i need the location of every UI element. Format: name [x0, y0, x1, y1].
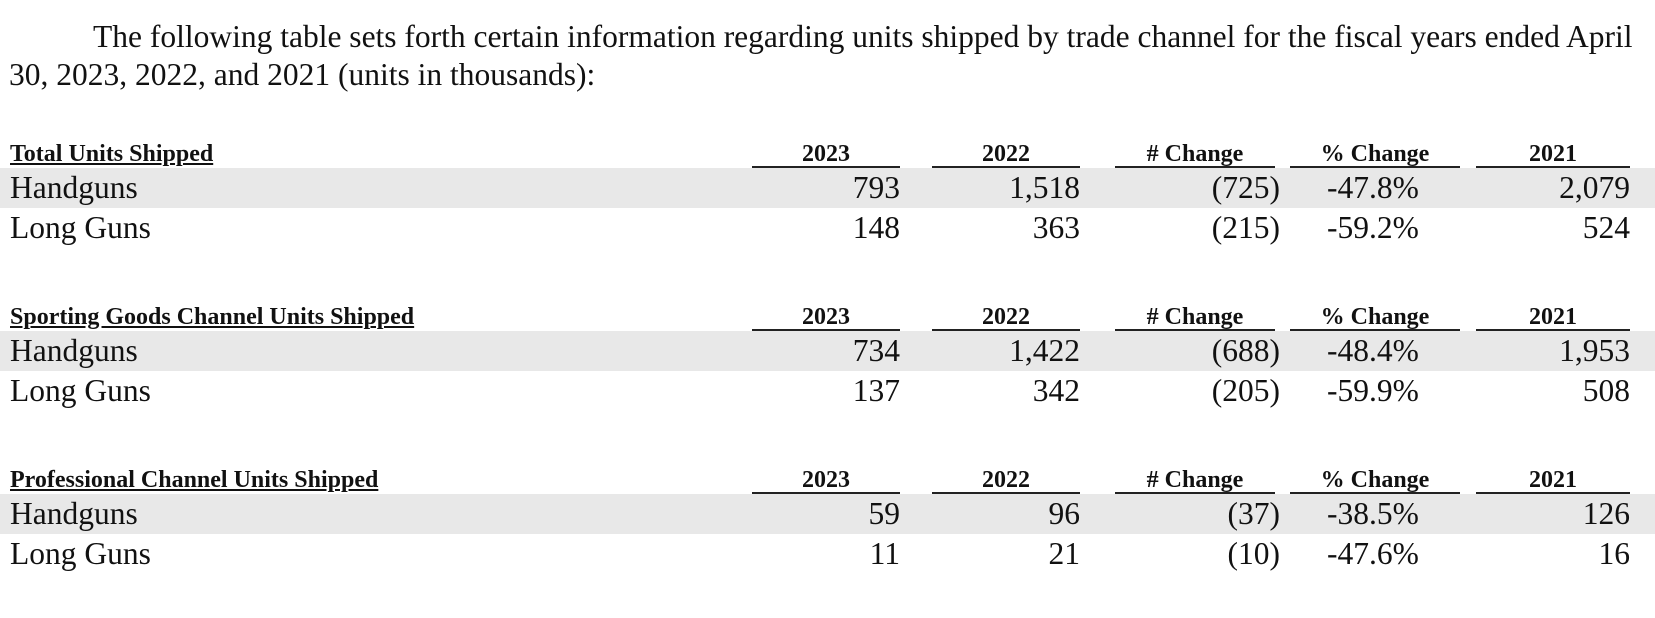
value-pct-change: -38.5%	[1327, 496, 1419, 531]
section-sporting-goods: Sporting Goods Channel Units Shipped 202…	[0, 303, 1655, 423]
value-2022: 21	[1048, 536, 1081, 571]
value-2021: 2,079	[1559, 170, 1630, 205]
value-pct-change: -59.2%	[1327, 210, 1419, 245]
table-row: Long Guns 137 342 (205) -59.9% 508	[0, 371, 1655, 411]
value-2023: 793	[852, 170, 900, 205]
table-row: Long Guns 148 363 (215) -59.2% 524	[0, 208, 1655, 248]
section-title: Professional Channel Units Shipped	[10, 467, 379, 493]
value-2021: 126	[1582, 496, 1630, 531]
col-header-change: # Change	[1115, 466, 1275, 494]
table-row: Long Guns 11 21 (10) -47.6% 16	[0, 534, 1655, 574]
value-change: (725)	[1211, 170, 1280, 205]
table-row: Handguns 59 96 (37) -38.5% 126	[0, 494, 1655, 534]
value-2021: 524	[1582, 210, 1630, 245]
value-2022: 342	[1032, 373, 1080, 408]
value-change: (215)	[1211, 210, 1280, 245]
value-2021: 508	[1582, 373, 1630, 408]
row-label: Long Guns	[10, 210, 151, 245]
value-pct-change: -59.9%	[1327, 373, 1419, 408]
table-row: Handguns 734 1,422 (688) -48.4% 1,953	[0, 331, 1655, 371]
row-label: Long Guns	[10, 373, 151, 408]
col-header-2022: 2022	[932, 303, 1080, 331]
col-header-2021: 2021	[1476, 140, 1630, 168]
col-header-change: # Change	[1115, 303, 1275, 331]
col-header-change: # Change	[1115, 140, 1275, 168]
section-title: Total Units Shipped	[10, 141, 214, 167]
value-2023: 734	[852, 333, 900, 368]
col-header-pct-change: % Change	[1290, 303, 1460, 331]
section-total-units: Total Units Shipped 2023 2022 # Change %…	[0, 140, 1655, 260]
row-label: Handguns	[10, 333, 138, 368]
value-change: (205)	[1211, 373, 1280, 408]
value-2022: 1,518	[1009, 170, 1080, 205]
section-title: Sporting Goods Channel Units Shipped	[10, 304, 415, 330]
row-label: Handguns	[10, 496, 138, 531]
col-header-pct-change: % Change	[1290, 140, 1460, 168]
value-2023: 59	[868, 496, 901, 531]
col-header-2022: 2022	[932, 140, 1080, 168]
intro-paragraph: The following table sets forth certain i…	[9, 18, 1649, 94]
row-label: Handguns	[10, 170, 138, 205]
value-2022: 363	[1032, 210, 1080, 245]
col-header-2022: 2022	[932, 466, 1080, 494]
col-header-2021: 2021	[1476, 303, 1630, 331]
section-professional: Professional Channel Units Shipped 2023 …	[0, 466, 1655, 586]
row-label: Long Guns	[10, 536, 151, 571]
value-2021: 16	[1598, 536, 1631, 571]
value-2022: 1,422	[1009, 333, 1080, 368]
value-change: (688)	[1211, 333, 1280, 368]
value-2022: 96	[1048, 496, 1081, 531]
value-pct-change: -47.6%	[1327, 536, 1419, 571]
col-header-2023: 2023	[752, 303, 900, 331]
value-change: (37)	[1227, 496, 1280, 531]
value-2021: 1,953	[1559, 333, 1630, 368]
col-header-2023: 2023	[752, 466, 900, 494]
value-pct-change: -47.8%	[1327, 170, 1419, 205]
intro-text: The following table sets forth certain i…	[9, 19, 1633, 92]
value-change: (10)	[1227, 536, 1280, 571]
value-2023: 148	[852, 210, 900, 245]
value-2023: 137	[852, 373, 900, 408]
value-pct-change: -48.4%	[1327, 333, 1419, 368]
value-2023: 11	[869, 536, 900, 571]
col-header-pct-change: % Change	[1290, 466, 1460, 494]
table-row: Handguns 793 1,518 (725) -47.8% 2,079	[0, 168, 1655, 208]
col-header-2021: 2021	[1476, 466, 1630, 494]
col-header-2023: 2023	[752, 140, 900, 168]
